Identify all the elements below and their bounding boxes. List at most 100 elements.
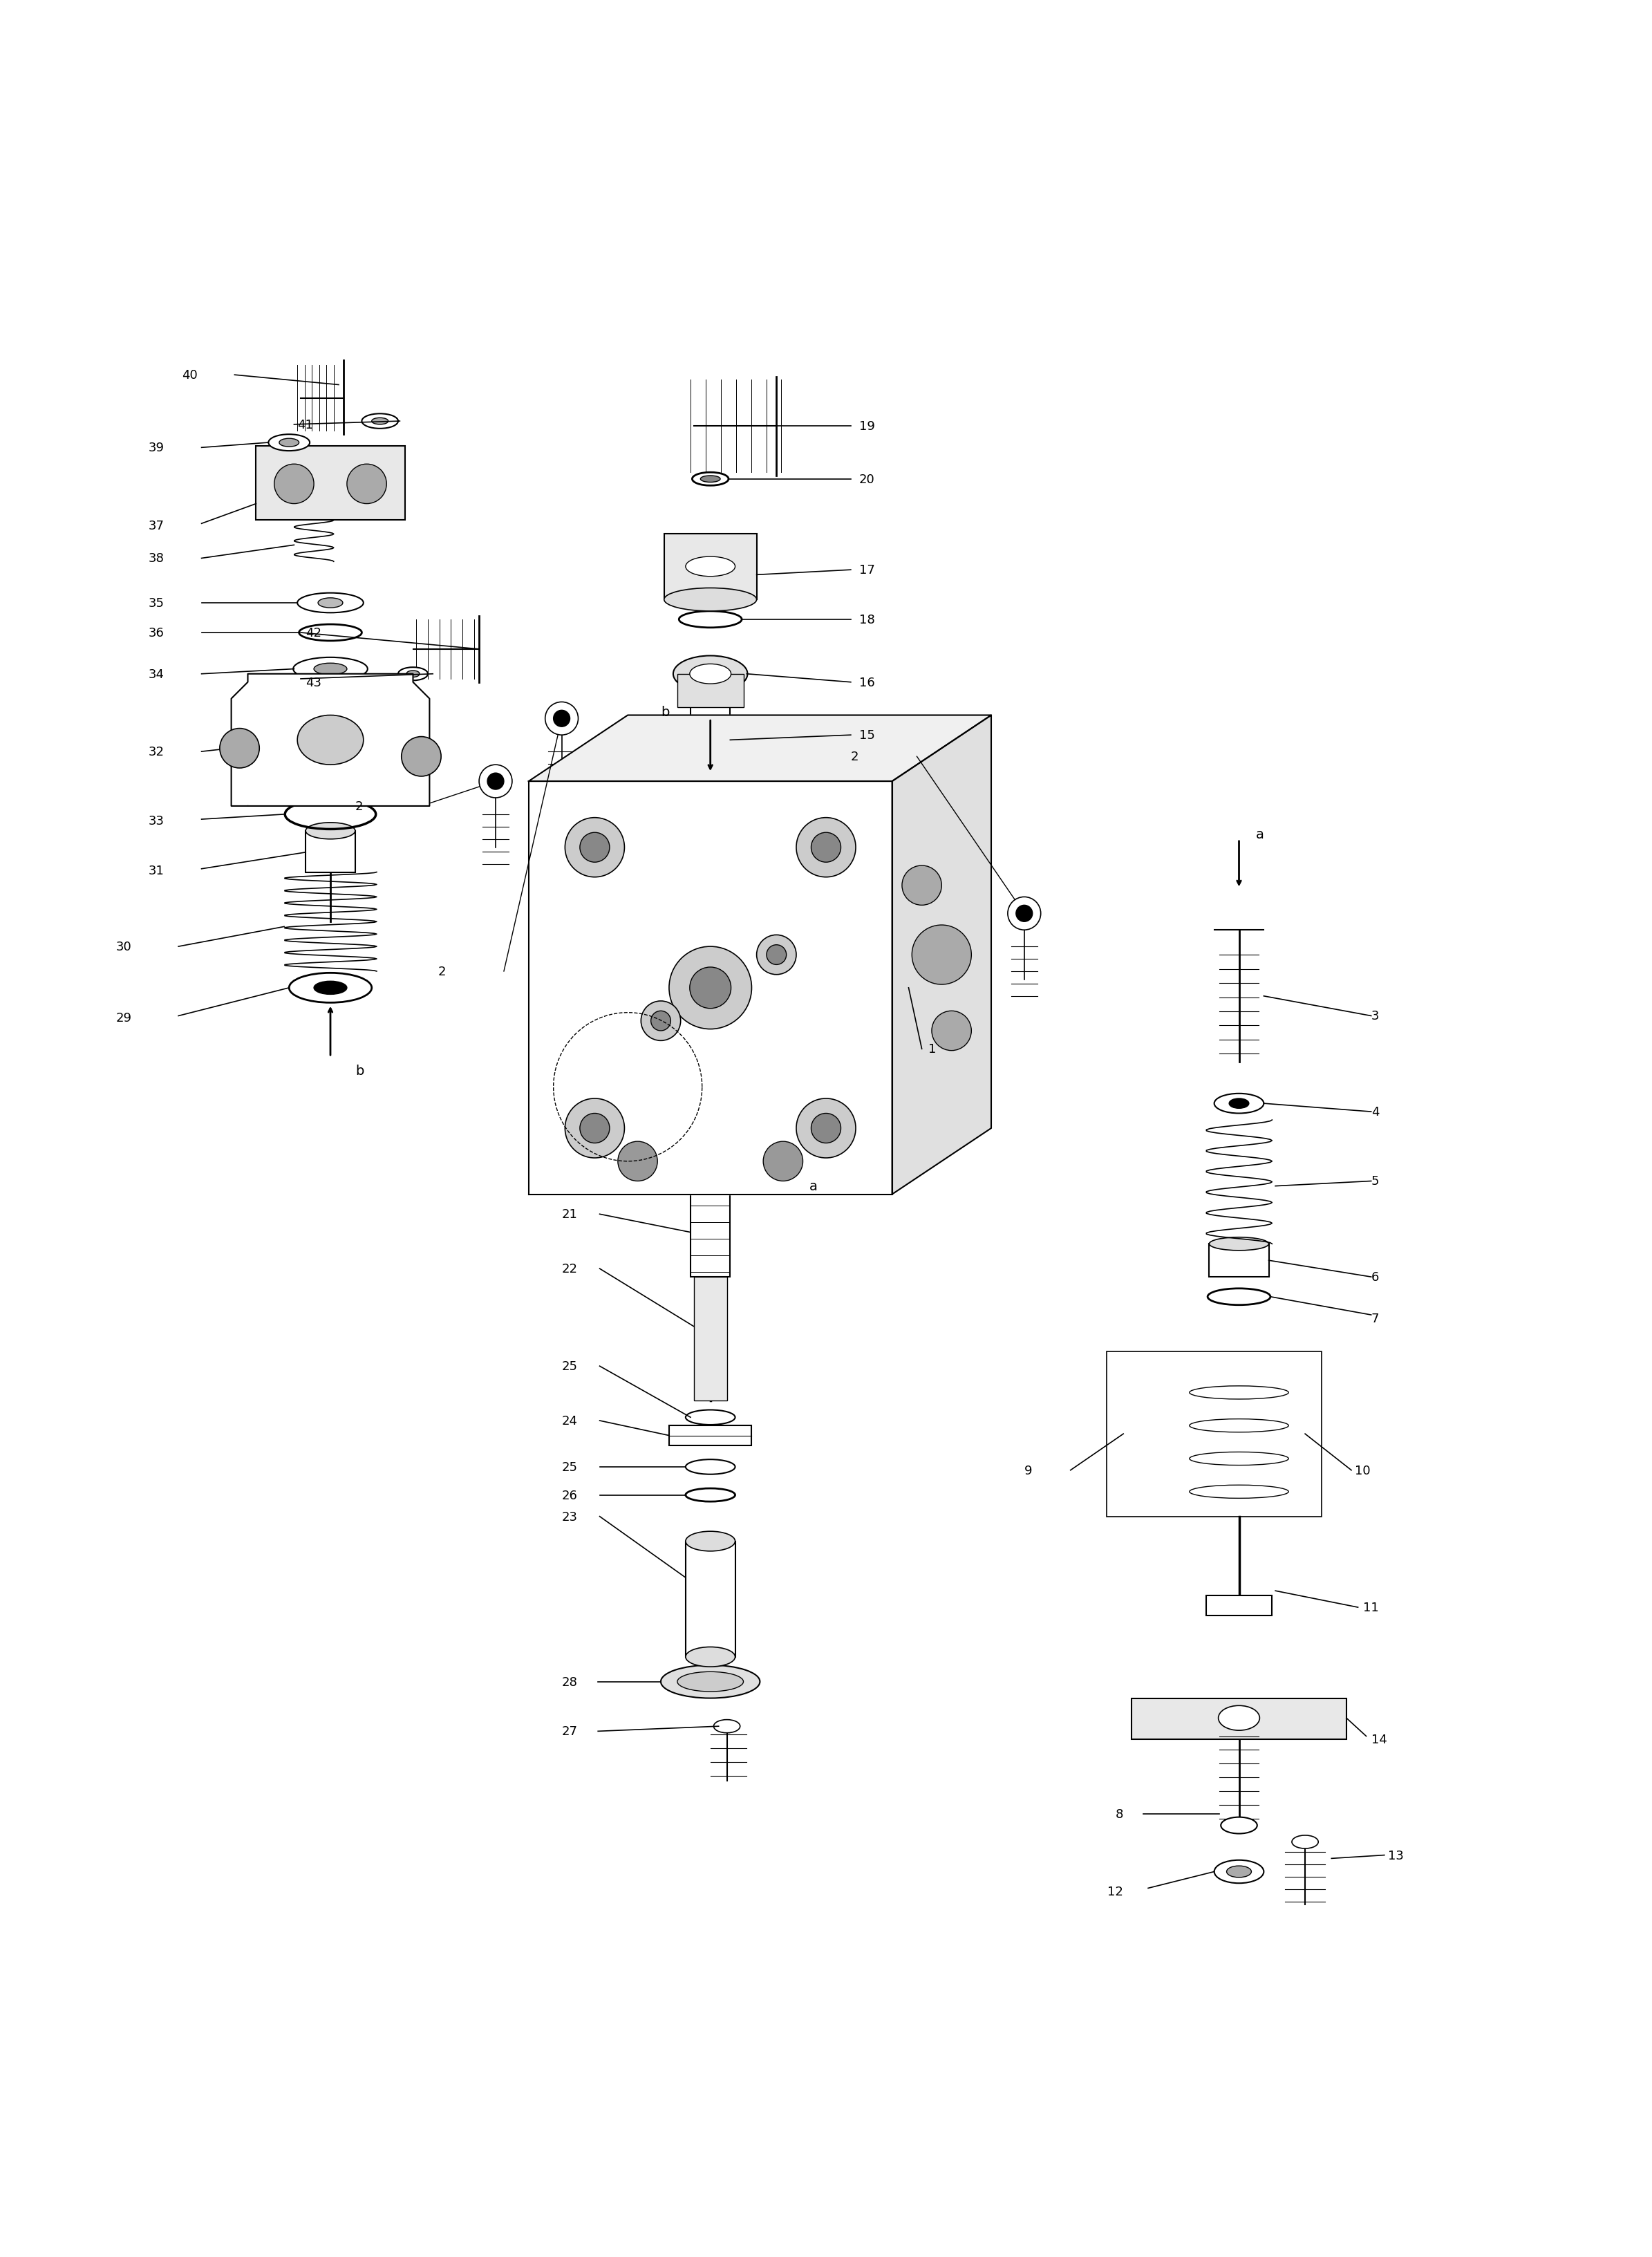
Text: 39: 39 [149, 442, 165, 454]
Circle shape [811, 1113, 841, 1144]
Text: b: b [355, 1063, 363, 1077]
Bar [677, 675, 743, 706]
Text: 2: 2 [355, 801, 363, 813]
Ellipse shape [691, 664, 730, 684]
Circle shape [487, 774, 504, 790]
Text: 10: 10 [1355, 1465, 1370, 1476]
Text: 27: 27 [562, 1724, 578, 1738]
Text: 26: 26 [562, 1490, 578, 1501]
Bar [694, 1277, 727, 1402]
Ellipse shape [686, 1460, 735, 1474]
Circle shape [691, 968, 730, 1009]
Circle shape [932, 1011, 971, 1052]
Text: 13: 13 [1388, 1848, 1404, 1862]
Text: 37: 37 [149, 519, 165, 533]
Ellipse shape [1218, 1706, 1259, 1731]
Ellipse shape [1292, 1835, 1318, 1848]
Ellipse shape [314, 664, 347, 675]
Text: 23: 23 [562, 1510, 578, 1523]
Ellipse shape [406, 670, 420, 677]
Circle shape [641, 1002, 681, 1040]
Text: 22: 22 [562, 1262, 578, 1275]
Bar [691, 1187, 730, 1277]
Ellipse shape [317, 598, 344, 607]
Ellipse shape [362, 415, 398, 429]
Text: 36: 36 [149, 627, 165, 639]
Text: 21: 21 [562, 1207, 578, 1221]
Text: 41: 41 [297, 420, 314, 431]
Text: 30: 30 [116, 941, 132, 952]
Circle shape [757, 934, 796, 975]
Text: 40: 40 [182, 370, 198, 381]
Circle shape [401, 738, 441, 776]
Ellipse shape [674, 657, 747, 693]
Text: 42: 42 [306, 627, 322, 639]
Bar [664, 535, 757, 600]
Circle shape [479, 765, 512, 799]
Ellipse shape [686, 1533, 735, 1551]
Circle shape [763, 1142, 803, 1180]
Text: 16: 16 [859, 677, 876, 688]
Circle shape [796, 1099, 856, 1158]
Circle shape [1016, 905, 1032, 923]
Circle shape [347, 465, 387, 503]
Circle shape [796, 817, 856, 878]
Circle shape [618, 1142, 657, 1180]
Text: 4: 4 [1371, 1106, 1379, 1117]
Bar [1132, 1697, 1346, 1740]
Bar [686, 1542, 735, 1657]
Ellipse shape [664, 589, 757, 612]
Polygon shape [529, 715, 991, 781]
Text: 8: 8 [1115, 1808, 1123, 1819]
Text: 12: 12 [1107, 1885, 1123, 1898]
Ellipse shape [686, 557, 735, 578]
Text: 2: 2 [438, 966, 446, 977]
Bar [256, 447, 405, 521]
Text: a: a [809, 1180, 818, 1194]
Text: 17: 17 [859, 564, 876, 576]
Ellipse shape [279, 438, 299, 447]
Text: 18: 18 [859, 614, 876, 625]
Text: 38: 38 [149, 553, 165, 564]
Bar [1209, 1244, 1269, 1277]
Text: 9: 9 [1024, 1465, 1032, 1476]
Ellipse shape [677, 1672, 743, 1693]
Bar [1107, 1352, 1322, 1517]
Text: 43: 43 [306, 677, 322, 688]
Text: 25: 25 [562, 1361, 578, 1372]
Ellipse shape [1214, 1860, 1264, 1882]
Circle shape [274, 465, 314, 503]
Ellipse shape [700, 476, 720, 483]
Text: 7: 7 [1371, 1311, 1379, 1325]
Bar [306, 831, 355, 873]
Circle shape [553, 711, 570, 727]
Ellipse shape [297, 594, 363, 614]
Ellipse shape [691, 749, 730, 765]
Ellipse shape [294, 657, 368, 682]
Ellipse shape [1229, 1099, 1249, 1108]
Text: 15: 15 [859, 729, 876, 743]
Ellipse shape [1214, 1095, 1264, 1113]
Circle shape [912, 925, 971, 984]
Text: 35: 35 [149, 598, 165, 609]
Ellipse shape [661, 1666, 760, 1697]
Text: 20: 20 [859, 474, 876, 485]
Polygon shape [529, 781, 892, 1194]
Bar [669, 1426, 752, 1447]
Text: 28: 28 [562, 1675, 578, 1688]
Ellipse shape [714, 1720, 740, 1733]
Ellipse shape [1209, 1237, 1269, 1250]
Circle shape [811, 833, 841, 862]
Circle shape [545, 702, 578, 736]
Circle shape [580, 1113, 610, 1144]
Polygon shape [892, 715, 991, 1194]
Ellipse shape [269, 436, 311, 451]
Circle shape [1008, 898, 1041, 930]
Text: 32: 32 [149, 745, 165, 758]
Circle shape [767, 946, 786, 966]
Text: 33: 33 [149, 815, 165, 828]
Text: 19: 19 [859, 420, 876, 433]
Text: 6: 6 [1371, 1271, 1379, 1284]
Text: b: b [661, 706, 669, 718]
Bar [1206, 1596, 1272, 1616]
